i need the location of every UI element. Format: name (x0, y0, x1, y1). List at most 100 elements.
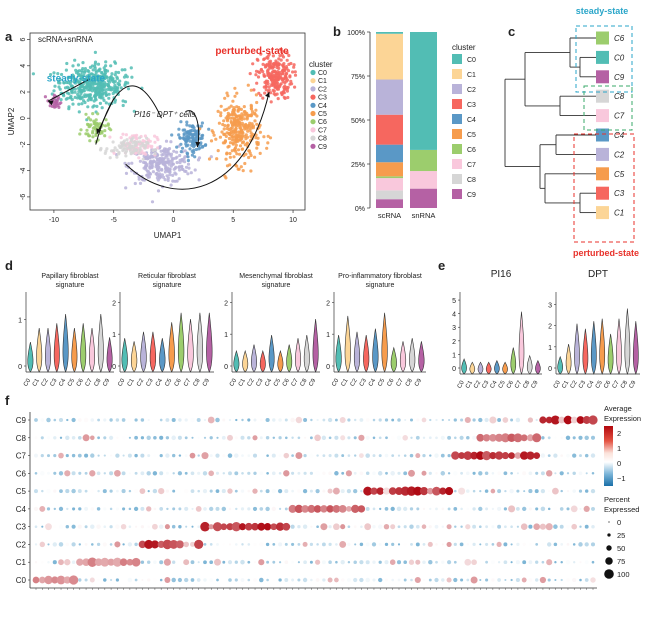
dot-C6 (585, 472, 588, 475)
perturbed-state-box (573, 133, 635, 243)
violin-shape (140, 331, 147, 373)
umap-point-C5 (233, 94, 237, 98)
umap-point-C4 (192, 150, 196, 155)
dot-C2 (415, 542, 420, 547)
umap-point-C0 (100, 85, 104, 90)
dot-C4 (351, 504, 360, 514)
violin-e-0-x-tick-label: C0 (457, 379, 466, 389)
dot-C0 (504, 578, 507, 582)
dot-C3 (297, 525, 301, 529)
umap-point-C5 (244, 122, 248, 127)
dot-C3 (71, 524, 76, 529)
umap-point-C0 (123, 68, 127, 72)
dot-C9 (460, 418, 464, 422)
dot-C0 (97, 578, 100, 582)
violin-shape (557, 355, 564, 375)
umap-point-C0 (67, 86, 71, 90)
dot-C2 (34, 543, 38, 546)
violin-shape (494, 359, 500, 375)
tree-perturbed-label: perturbed-state (573, 248, 639, 258)
dot-C7 (476, 451, 485, 460)
dot-C9 (303, 418, 308, 422)
dot-C8 (46, 436, 51, 440)
dot-C5 (427, 487, 434, 495)
bar-legend-label-C7: C7 (467, 162, 476, 169)
dot-C1 (415, 559, 421, 565)
dot-C5 (504, 489, 507, 493)
umap-point-C7 (135, 137, 139, 141)
violin-e-0-x-tick-label: C7 (514, 379, 523, 389)
dot-C7 (451, 451, 460, 460)
umap-point-C3 (272, 89, 276, 93)
umap-point-C4 (175, 145, 179, 149)
dot-C3 (390, 524, 396, 530)
dot-C4 (159, 507, 164, 511)
umap-point-C0 (79, 75, 84, 79)
dot-C4 (396, 506, 402, 512)
dot-C8 (121, 435, 126, 440)
dot-C2 (441, 543, 444, 546)
dot-C3 (516, 525, 519, 528)
dot-C5 (202, 489, 208, 494)
steady-state-box (575, 25, 633, 93)
dot-C2 (169, 539, 179, 549)
bar-legend-swatch-C6 (452, 144, 462, 154)
dot-C4 (166, 507, 169, 511)
dot-C6 (385, 471, 388, 475)
dot-C3 (372, 525, 376, 529)
dot-C1 (303, 560, 307, 565)
umap-point-C8 (116, 152, 121, 156)
umap-point-C0 (95, 88, 99, 92)
dot-C9 (103, 418, 107, 422)
umap-point-C2 (193, 168, 197, 172)
violin-e-1-y-tick-label: 2 (548, 324, 552, 331)
violin-d-0-y-tick-label: 1 (18, 317, 22, 324)
dot-C0 (346, 578, 351, 582)
dot-C4 (566, 507, 570, 511)
violin-shape (335, 334, 342, 373)
dot-C6 (58, 471, 64, 476)
violin-shape (574, 323, 580, 375)
dot-C0 (184, 577, 189, 583)
dot-C7 (178, 454, 182, 457)
dot-C6 (202, 471, 208, 476)
umap-point-C0 (103, 88, 107, 92)
umap-point-C5 (266, 141, 270, 145)
umap-point-C5 (258, 130, 262, 134)
umap-point-C0 (126, 81, 130, 85)
violin-d-3-x-tick-label: C6 (386, 377, 395, 387)
dot-C0 (266, 578, 269, 582)
umap-point-C0 (115, 90, 119, 94)
violin-d-3-x-tick-label: C8 (405, 377, 414, 387)
dot-C3 (191, 525, 194, 528)
umap-point-C5 (216, 109, 220, 113)
violin-e-0-y-tick-label: 5 (452, 298, 456, 305)
violin-shape (233, 349, 240, 373)
umap-point-C0 (104, 90, 108, 94)
dot-C2 (216, 542, 219, 546)
dot-C8 (435, 436, 438, 440)
pct-legend-label: 25 (617, 531, 625, 540)
umap-point-C5 (249, 88, 253, 92)
umap-point-C2 (133, 181, 137, 186)
dot-C1 (378, 560, 382, 564)
dot-C8 (560, 436, 563, 439)
umap-point-C0 (79, 85, 83, 89)
dot-C7 (103, 454, 106, 457)
dot-C4 (313, 505, 322, 513)
legend-dot-C4 (310, 102, 316, 108)
dot-C9 (196, 418, 201, 422)
dot-C7 (359, 453, 364, 458)
umap-point-C2 (158, 145, 162, 149)
dot-C2 (209, 543, 213, 546)
umap-point-C0 (52, 89, 56, 93)
umap-point-C2 (145, 173, 149, 177)
umap-point-C6 (103, 134, 107, 138)
dot-C2 (134, 542, 138, 547)
dot-C6 (234, 471, 239, 476)
dot-C6 (334, 471, 339, 476)
dot-C8 (541, 436, 545, 440)
umap-point-C5 (230, 126, 234, 130)
dot-C4 (384, 507, 389, 511)
dot-C9 (510, 418, 514, 422)
